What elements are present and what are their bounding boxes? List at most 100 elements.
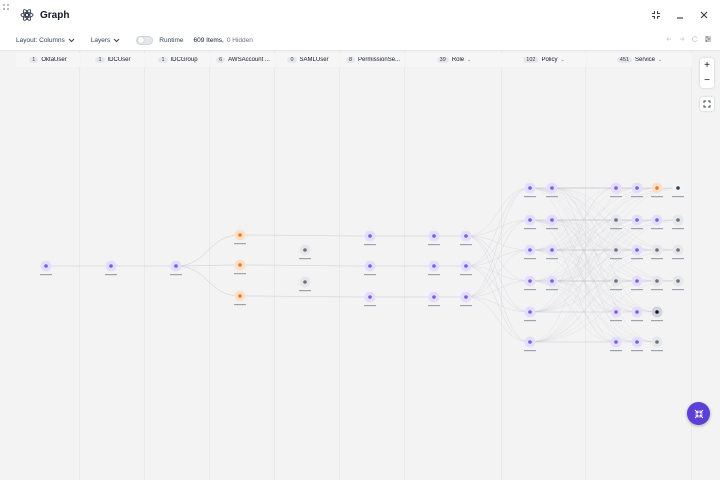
node-glyph-icon (174, 264, 178, 268)
column-bg (502, 51, 586, 480)
node-caption-mark (610, 350, 622, 352)
graph-edge (529, 280, 617, 343)
node-glyph-icon (528, 218, 532, 222)
back-arrow-icon[interactable] (665, 35, 673, 43)
column-count-badge: 1 (29, 57, 39, 63)
node-caption-mark (631, 289, 643, 291)
refresh-icon[interactable] (691, 35, 699, 43)
chevron-down-icon: ⌄ (560, 57, 565, 63)
node-glyph-icon (368, 295, 372, 299)
fit-view-button[interactable] (700, 97, 714, 111)
column-bg (81, 51, 145, 480)
graph-edge (529, 219, 638, 343)
collapse-icon[interactable] (650, 9, 662, 21)
node-caption-mark (631, 258, 643, 260)
collapse-graph-fab-button[interactable] (687, 402, 710, 425)
node-glyph-icon (528, 279, 532, 283)
node-caption-mark (631, 228, 643, 230)
graph-edge (551, 219, 617, 282)
column-header[interactable]: 1 OktaUser (16, 53, 80, 67)
zoom-in-button[interactable]: + (704, 59, 710, 71)
column-count-badge: 8 (345, 57, 356, 63)
graph-edge (551, 280, 617, 343)
graph-edge (465, 235, 531, 313)
node-glyph-icon (303, 280, 307, 284)
node-caption-mark (651, 289, 663, 291)
node-caption-mark (546, 196, 558, 198)
node-glyph-icon (676, 248, 680, 252)
runtime-toggle-group[interactable]: Runtime (136, 35, 184, 45)
layout-dropdown[interactable]: Layout: Columns (16, 37, 75, 44)
graph-edges-and-nodes[interactable] (0, 50, 720, 480)
zoom-out-button[interactable]: − (704, 74, 710, 86)
chevron-down-icon (68, 38, 75, 42)
column-header[interactable]: 1 IDCGroup (146, 53, 210, 67)
node-glyph-icon (464, 234, 468, 238)
column-bg (341, 51, 405, 480)
node-glyph-icon (368, 264, 372, 268)
node-glyph-icon (655, 279, 659, 283)
node-caption-mark (524, 228, 536, 230)
node-glyph-icon (676, 218, 680, 222)
node-glyph-icon (614, 279, 618, 283)
forward-arrow-icon[interactable] (678, 35, 686, 43)
graph-edge (465, 187, 531, 267)
chevron-down-icon: ⌄ (467, 57, 472, 63)
window-title: Graph (40, 9, 70, 21)
node-glyph-icon (614, 340, 618, 344)
column-header[interactable]: 451 Service ⌄ (587, 53, 692, 67)
graph-edge (465, 249, 531, 298)
node-glyph-icon (528, 248, 532, 252)
node-caption-mark (631, 320, 643, 322)
graph-edge (529, 219, 617, 343)
close-icon[interactable] (698, 9, 710, 21)
node-glyph-icon (238, 294, 242, 298)
graph-edge (529, 187, 617, 251)
collapse-arrows-icon (694, 409, 703, 418)
node-caption-mark (428, 244, 440, 246)
graph-edge (239, 264, 371, 267)
graph-canvas[interactable]: 1 OktaUser 1 IDCUser 1 IDCGroup 6 AWSAccount ..… (0, 50, 720, 480)
node-glyph-icon (432, 234, 436, 238)
graph-edge (529, 219, 679, 343)
node-caption-mark (170, 274, 182, 276)
column-header[interactable]: 8 PermissionSe... (341, 53, 405, 67)
node-caption-mark (651, 320, 663, 322)
node-caption-mark (428, 305, 440, 307)
node-caption-mark (105, 274, 117, 276)
node-glyph-icon (635, 340, 639, 344)
settings-sliders-icon[interactable] (704, 35, 712, 43)
node-glyph-icon (528, 310, 532, 314)
column-header[interactable]: 1 IDCUser (81, 53, 145, 67)
graph-edge (529, 187, 617, 313)
layers-dropdown[interactable]: Layers (91, 37, 121, 44)
graph-edge (551, 280, 638, 343)
node-glyph-icon (655, 248, 659, 252)
node-glyph-icon (303, 248, 307, 252)
node-glyph-icon (614, 248, 618, 252)
runtime-toggle[interactable] (136, 35, 154, 45)
column-header[interactable]: 39 Role ⌄ (406, 53, 502, 67)
column-header[interactable]: 0 SAMLUser (276, 53, 340, 67)
minimize-icon[interactable] (674, 9, 686, 21)
column-count-badge: 1 (158, 57, 168, 63)
graph-edge (239, 295, 371, 298)
graph-edge (529, 187, 617, 251)
column-bg (211, 51, 275, 480)
graph-edge (529, 219, 617, 282)
graph-edge (551, 187, 638, 251)
column-header[interactable]: 102 Policy ⌄ (502, 53, 586, 67)
column-header[interactable]: 6 AWSAccount ... (211, 53, 275, 67)
node-caption-mark (610, 289, 622, 291)
runtime-label: Runtime (159, 36, 184, 44)
drag-handle-icon[interactable] (3, 4, 11, 12)
node-caption-mark (610, 228, 622, 230)
node-caption-mark (651, 258, 663, 260)
node-glyph-icon (550, 279, 554, 283)
layers-label: Layers (90, 36, 111, 44)
node-caption-mark (364, 305, 376, 307)
graph-edge (551, 219, 638, 282)
node-glyph-icon (432, 264, 436, 268)
graph-edge (465, 187, 531, 237)
node-caption-mark (672, 228, 684, 230)
